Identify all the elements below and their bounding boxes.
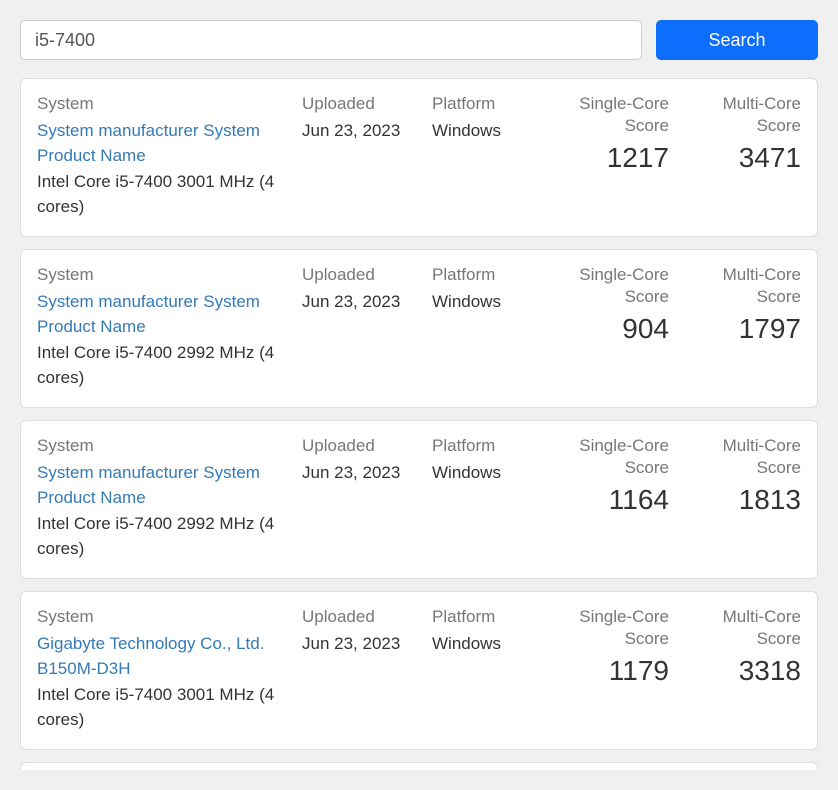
uploaded-value: Jun 23, 2023 [302, 118, 422, 144]
search-input[interactable] [20, 20, 642, 60]
multi-core-score: 1797 [679, 312, 801, 346]
platform-label: Platform [432, 264, 537, 287]
cpu-text: Intel Core i5-7400 2992 MHz (4 cores) [37, 340, 292, 391]
system-label: System [37, 93, 292, 116]
single-core-label: Single-Core Score [547, 264, 669, 308]
result-card: System System manufacturer System Produc… [20, 249, 818, 408]
single-core-column: Single-Core Score 904 [547, 264, 669, 391]
result-card: System System manufacturer System Produc… [20, 78, 818, 237]
uploaded-label: Uploaded [302, 264, 422, 287]
multi-core-score: 3318 [679, 654, 801, 688]
platform-column: Platform Windows [432, 264, 537, 391]
system-link[interactable]: Gigabyte Technology Co., Ltd. B150M-D3H [37, 631, 292, 682]
search-bar: Search [20, 20, 818, 60]
single-core-score: 1217 [547, 141, 669, 175]
system-link[interactable]: System manufacturer System Product Name [37, 460, 292, 511]
multi-core-column: Multi-Core Score 1813 [679, 435, 801, 562]
multi-core-column: Multi-Core Score 3318 [679, 606, 801, 733]
uploaded-column: Uploaded Jun 23, 2023 [302, 93, 422, 220]
result-card: System System manufacturer System Produc… [20, 420, 818, 579]
platform-label: Platform [432, 606, 537, 629]
uploaded-label: Uploaded [302, 435, 422, 458]
multi-core-label: Multi-Core Score [679, 93, 801, 137]
system-label: System [37, 264, 292, 287]
platform-column: Platform Windows [432, 435, 537, 562]
results-list: System System manufacturer System Produc… [20, 78, 818, 770]
uploaded-label: Uploaded [302, 93, 422, 116]
single-core-label: Single-Core Score [547, 93, 669, 137]
platform-label: Platform [432, 93, 537, 116]
platform-value: Windows [432, 118, 537, 144]
single-core-column: Single-Core Score 1179 [547, 606, 669, 733]
single-core-label: Single-Core Score [547, 435, 669, 479]
single-core-column: Single-Core Score 1164 [547, 435, 669, 562]
single-core-score: 1164 [547, 483, 669, 517]
multi-core-column: Multi-Core Score 1797 [679, 264, 801, 391]
system-column: System System manufacturer System Produc… [37, 93, 292, 220]
system-label: System [37, 435, 292, 458]
platform-value: Windows [432, 631, 537, 657]
platform-column: Platform Windows [432, 93, 537, 220]
multi-core-column: Multi-Core Score 3471 [679, 93, 801, 220]
uploaded-value: Jun 23, 2023 [302, 289, 422, 315]
uploaded-label: Uploaded [302, 606, 422, 629]
system-link[interactable]: System manufacturer System Product Name [37, 118, 292, 169]
uploaded-column: Uploaded Jun 23, 2023 [302, 264, 422, 391]
multi-core-score: 3471 [679, 141, 801, 175]
system-column: System System manufacturer System Produc… [37, 435, 292, 562]
system-column: System System manufacturer System Produc… [37, 264, 292, 391]
single-core-score: 1179 [547, 654, 669, 688]
cpu-text: Intel Core i5-7400 3001 MHz (4 cores) [37, 682, 292, 733]
multi-core-label: Multi-Core Score [679, 606, 801, 650]
system-link[interactable]: System manufacturer System Product Name [37, 289, 292, 340]
platform-value: Windows [432, 289, 537, 315]
search-button[interactable]: Search [656, 20, 818, 60]
cpu-text: Intel Core i5-7400 2992 MHz (4 cores) [37, 511, 292, 562]
uploaded-value: Jun 23, 2023 [302, 460, 422, 486]
platform-column: Platform Windows [432, 606, 537, 733]
uploaded-column: Uploaded Jun 23, 2023 [302, 606, 422, 733]
uploaded-value: Jun 23, 2023 [302, 631, 422, 657]
single-core-column: Single-Core Score 1217 [547, 93, 669, 220]
result-card-partial [20, 762, 818, 770]
platform-value: Windows [432, 460, 537, 486]
result-card: System Gigabyte Technology Co., Ltd. B15… [20, 591, 818, 750]
multi-core-label: Multi-Core Score [679, 264, 801, 308]
uploaded-column: Uploaded Jun 23, 2023 [302, 435, 422, 562]
cpu-text: Intel Core i5-7400 3001 MHz (4 cores) [37, 169, 292, 220]
platform-label: Platform [432, 435, 537, 458]
multi-core-score: 1813 [679, 483, 801, 517]
system-label: System [37, 606, 292, 629]
multi-core-label: Multi-Core Score [679, 435, 801, 479]
system-column: System Gigabyte Technology Co., Ltd. B15… [37, 606, 292, 733]
single-core-label: Single-Core Score [547, 606, 669, 650]
single-core-score: 904 [547, 312, 669, 346]
